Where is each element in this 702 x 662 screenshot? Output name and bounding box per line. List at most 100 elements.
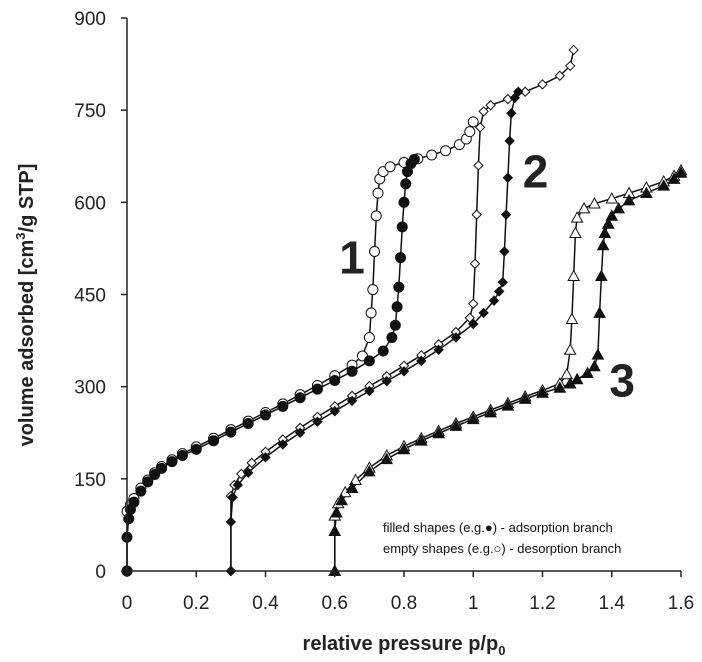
series-1-adsorption-point — [176, 449, 188, 461]
series-1-adsorption-point — [294, 392, 306, 404]
series-1-adsorption-point — [190, 443, 202, 455]
series-1-desorption-line — [126, 121, 475, 571]
series-3-adsorption-point — [501, 399, 515, 411]
series-3-adsorption-point — [581, 366, 594, 379]
series-1-adsorption-point — [166, 456, 178, 468]
series-3-adsorption-point — [330, 506, 343, 518]
series-3-desorption-point — [563, 343, 577, 355]
series-1-desorption-point — [367, 284, 379, 296]
series-3-adsorption-point — [591, 348, 605, 360]
series-2-adsorption-point — [364, 385, 375, 397]
series-2-adsorption-point — [294, 427, 306, 438]
x-tick-label: 1.6 — [668, 593, 694, 614]
series-1-desorption-point — [384, 161, 396, 173]
series-2-adsorption-point — [478, 307, 489, 319]
series-2-adsorption-point — [500, 209, 512, 220]
series-2-adsorption-point — [329, 406, 340, 417]
y-tick-label: 900 — [74, 9, 106, 30]
series-1-adsorption-point — [135, 485, 147, 497]
series-1-desorption-point — [365, 307, 377, 319]
series-1-adsorption-point — [260, 409, 271, 421]
series-1-desorption-point — [372, 187, 384, 199]
series-2-desorption-point — [568, 44, 579, 56]
series-3-adsorption-point — [432, 426, 445, 439]
series-1-adsorption-point — [363, 355, 375, 367]
legend-line-2: empty shapes (e.g.○) - desorption branch — [383, 541, 621, 556]
series-2-adsorption-point — [506, 108, 517, 119]
axes: 0 0.2 0.4 0.6 0.8 1 1.2 1.4 1.6 0 150 300 450 600 750 9… — [74, 9, 694, 614]
series-2-adsorption-point — [232, 479, 244, 491]
series-3-adsorption-point — [612, 201, 626, 214]
series-3-adsorption-point — [640, 186, 653, 199]
series-2-desorption-point — [473, 160, 484, 171]
series-3-adsorption-point — [518, 392, 532, 404]
series-1-adsorption-point — [408, 153, 420, 165]
series-3-adsorption-point — [414, 434, 428, 446]
series-1-adsorption-point — [156, 462, 168, 474]
series-1-adsorption-point — [400, 178, 412, 190]
series-3-adsorption-point — [595, 269, 608, 281]
series-3-adsorption-point — [657, 179, 671, 191]
series-3-adsorption-point — [593, 306, 606, 318]
series-2-adsorption-point — [504, 135, 515, 147]
series-1-desorption-point — [464, 126, 476, 138]
x-axis-title-subscript: 0 — [498, 643, 505, 658]
series-3-adsorption-point — [335, 493, 349, 506]
series-2-adsorption-point — [468, 318, 479, 330]
series-2-adsorption-point — [450, 332, 462, 343]
series-2-adsorption-point — [398, 366, 410, 377]
series-3-adsorption-point — [397, 442, 411, 455]
y-axis-title-part-2: /g STP] — [16, 164, 38, 233]
series-1-adsorption-point — [389, 319, 401, 331]
y-tick-label: 750 — [74, 101, 106, 122]
series-1-adsorption-point — [377, 345, 389, 357]
series-2-desorption-point — [485, 100, 496, 111]
curve-label-2: 2 — [523, 146, 549, 198]
series-3-adsorption-point — [601, 217, 615, 229]
series-2-desorption-point — [519, 86, 531, 97]
x-axis-title-main: relative pressure p/p — [303, 633, 499, 655]
series-2-adsorption-point — [346, 395, 358, 407]
series-3-desorption-point — [349, 473, 362, 485]
series-2-adsorption-point — [499, 246, 510, 257]
y-tick-label: 600 — [74, 193, 106, 214]
series-1-adsorption-point — [123, 513, 135, 525]
series-1-adsorption-point — [346, 365, 358, 377]
series-2-desorption-point — [537, 79, 548, 90]
x-tick-label: 0.8 — [391, 593, 417, 614]
series-3-desorption-point — [569, 226, 582, 238]
series-1-adsorption-point — [396, 221, 408, 233]
x-tick-label: 0 — [122, 593, 133, 614]
y-axis-title-superscript: 3 — [13, 232, 28, 239]
series-1-adsorption-point — [242, 418, 254, 430]
series-1-adsorption-point — [142, 476, 154, 488]
series-2-adsorption-point — [433, 344, 444, 356]
series-3-adsorption-point — [622, 193, 636, 206]
series-3-adsorption-point — [363, 464, 376, 477]
series-2-adsorption-point — [381, 375, 392, 387]
series-2-adsorption-point — [416, 355, 427, 367]
series-2-desorption-point — [471, 209, 482, 220]
curves — [121, 44, 688, 577]
x-tick-label: 1.2 — [529, 593, 555, 614]
series-3-adsorption-point — [345, 481, 359, 493]
series-1-adsorption-point — [393, 281, 405, 293]
series-2-adsorption-point — [227, 492, 238, 503]
series-2-adsorption-point — [513, 86, 524, 97]
series-3-desorption-point — [570, 211, 584, 223]
series-2-adsorption-point — [260, 452, 271, 463]
x-tick-label: 1.4 — [599, 593, 626, 614]
series-3-desorption-point — [588, 197, 601, 209]
series-3-adsorption-point — [674, 166, 688, 178]
x-tick-label: 0.4 — [252, 593, 279, 614]
series-3-adsorption-point — [598, 226, 612, 238]
series-2-adsorption-point — [277, 439, 289, 450]
series-1-adsorption-point — [391, 301, 403, 313]
series-2-adsorption-point — [497, 277, 508, 288]
series-2-adsorption-point — [502, 172, 514, 183]
series-1-adsorption-point — [311, 383, 323, 395]
series-2-adsorption-point — [242, 467, 254, 478]
series-3-adsorption-point — [466, 412, 480, 425]
series-3-adsorption-point — [449, 419, 463, 431]
